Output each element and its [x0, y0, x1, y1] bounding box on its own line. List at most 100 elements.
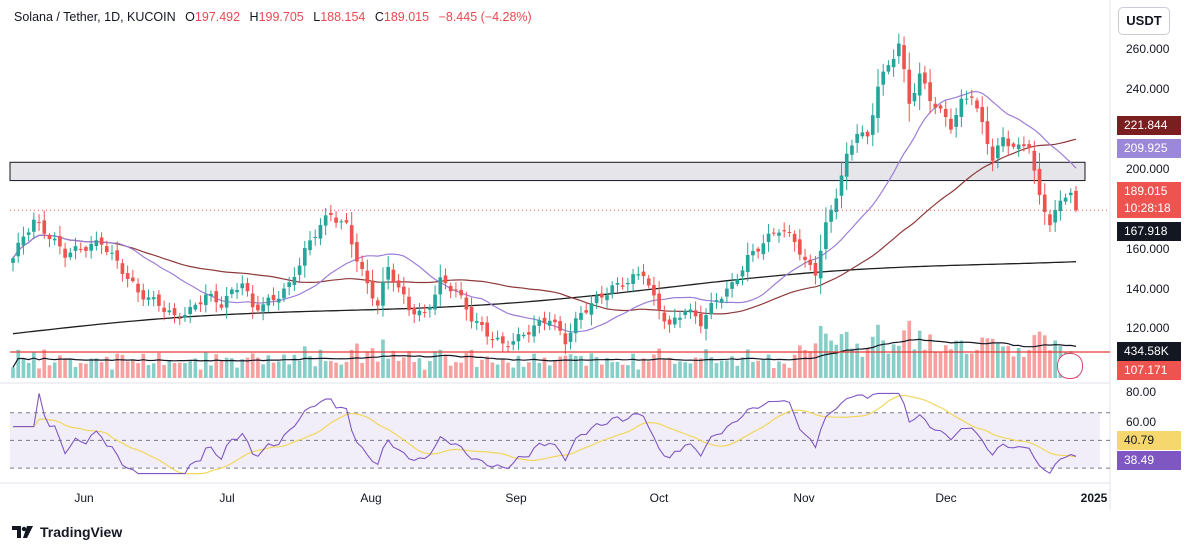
candle-body [26, 232, 31, 235]
volume-bar [47, 365, 52, 378]
volume-bar [365, 351, 370, 378]
candle-body [167, 310, 172, 313]
volume-bar [771, 367, 776, 378]
volume-bar [480, 359, 484, 378]
volume-bar [688, 363, 693, 378]
ma-long-red-tag: 221.844 [1117, 116, 1181, 135]
candle-body [261, 304, 265, 312]
candle-body [688, 309, 693, 313]
candle-body [704, 315, 708, 329]
candle-body [808, 259, 813, 265]
volume-bar [469, 349, 474, 378]
candle-body [516, 334, 521, 342]
volume-bar [1053, 340, 1057, 378]
low-value: 188.154 [320, 10, 366, 24]
volume-bar [949, 349, 953, 378]
candle-body [256, 304, 260, 311]
volume-bar [417, 358, 422, 378]
volume-bar [662, 359, 667, 378]
volume-bar [964, 353, 969, 378]
volume-bar [396, 360, 401, 378]
candle-body [975, 100, 979, 109]
volume-bar [209, 365, 213, 378]
candle-body [761, 243, 766, 255]
candle-body [271, 295, 276, 301]
supply-zone-box [9, 161, 1086, 182]
tradingview-brand[interactable]: TradingView [12, 524, 122, 540]
volume-bar [834, 344, 839, 378]
candle-body [141, 290, 146, 300]
volume-bar [349, 349, 354, 378]
volume-bar [375, 361, 380, 378]
volume-bar [615, 361, 620, 378]
candle-body [313, 236, 318, 238]
volume-bar [282, 354, 286, 378]
candle-body [209, 293, 213, 297]
volume-bar [938, 352, 943, 378]
candle-body [401, 286, 406, 295]
candle-body [860, 132, 865, 137]
volume-bar [917, 330, 922, 378]
volume-bar [308, 356, 312, 378]
volume-bar [167, 360, 172, 378]
candle-body [412, 307, 417, 315]
volume-bar [276, 361, 281, 378]
candle-body [646, 278, 651, 286]
volume-bar [224, 357, 229, 378]
candle-body [850, 145, 854, 155]
candle-body [1037, 168, 1042, 195]
volume-bar [527, 362, 531, 378]
volume-bar [443, 355, 448, 378]
volume-bar [1001, 346, 1005, 378]
volume-bar [131, 359, 135, 378]
ma-black-tag: 167.918 [1117, 222, 1181, 241]
price-tick-label: 260.000 [1126, 42, 1170, 56]
candle-body [1042, 194, 1047, 213]
volume-bar [407, 351, 411, 378]
volume-bar [99, 362, 104, 378]
close-key: C [374, 10, 384, 24]
price-tick-label: 240.000 [1126, 82, 1170, 96]
candle-body [198, 302, 203, 305]
volume-bar [980, 337, 985, 378]
candle-body [626, 282, 630, 285]
rsi-line [13, 392, 1077, 475]
volume-bar [1016, 348, 1021, 378]
candle-body [876, 86, 880, 118]
volume-bar [334, 362, 338, 378]
volume-bar [756, 360, 760, 378]
volume-bar [990, 338, 995, 378]
volume-bar [714, 363, 719, 378]
currency-button[interactable]: USDT [1118, 7, 1170, 35]
volume-bar [438, 349, 443, 378]
volume-bar [798, 345, 802, 378]
candle-body [151, 297, 156, 300]
time-tick-label: Oct [649, 491, 669, 505]
replay-flash-icon[interactable] [1057, 353, 1083, 379]
volume-bar [719, 360, 724, 378]
volume-bar [839, 334, 844, 378]
candle-body [58, 236, 62, 247]
volume-ma-line [12, 338, 1077, 368]
volume-bar [912, 349, 917, 378]
candle-body [73, 246, 78, 251]
volume-bar [157, 352, 161, 378]
candle-body [219, 304, 224, 308]
low-key: L [313, 10, 321, 24]
volume-bar [329, 360, 333, 378]
candle-body [657, 293, 661, 310]
volume-bar [11, 367, 15, 378]
volume-bar [495, 364, 500, 378]
volume-bar [381, 339, 385, 378]
volume-bar [42, 349, 47, 378]
candle-body [907, 69, 912, 104]
candle-body [323, 215, 328, 226]
volume-bar [766, 354, 771, 378]
volume-bar [422, 369, 427, 378]
volume-bar [454, 362, 458, 378]
ma-mid-line [12, 138, 1077, 315]
volume-bar [271, 362, 276, 378]
candle-body [610, 285, 615, 294]
candle-body [292, 276, 297, 285]
